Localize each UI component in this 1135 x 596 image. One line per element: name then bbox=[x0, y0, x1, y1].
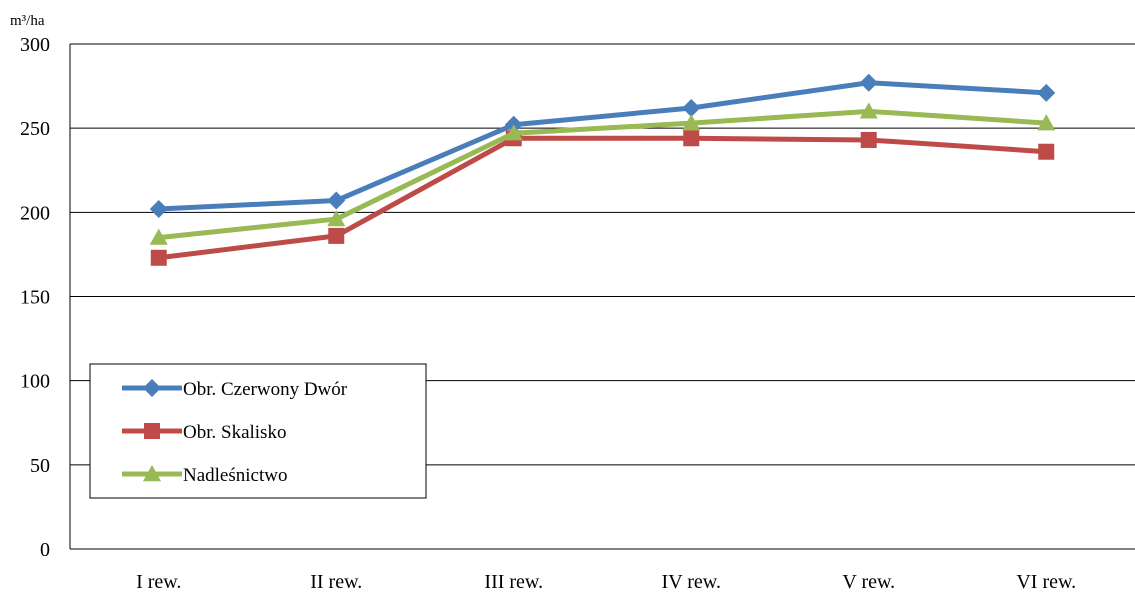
data-point-diamond bbox=[143, 379, 161, 397]
y-unit-label: m³/ha bbox=[10, 13, 45, 29]
series-2 bbox=[149, 102, 1056, 245]
data-point-diamond bbox=[859, 73, 878, 92]
series-line bbox=[158, 108, 1047, 241]
data-point-triangle bbox=[504, 124, 523, 141]
legend-item: Obr. Czerwony Dwór bbox=[122, 379, 348, 400]
y-tick-label: 250 bbox=[20, 118, 50, 140]
data-point-triangle bbox=[143, 465, 161, 482]
legend-label: Nadleśnictwo bbox=[183, 465, 287, 486]
legend-item: Nadleśnictwo bbox=[122, 465, 287, 486]
series-1 bbox=[150, 130, 1055, 266]
x-tick-label: I rew. bbox=[136, 571, 181, 591]
data-point-triangle bbox=[682, 114, 701, 131]
data-point-square bbox=[150, 249, 167, 266]
y-tick-labels: 0 50 100 150 200 250 300 bbox=[20, 34, 50, 561]
x-tick-label: V rew. bbox=[842, 571, 895, 591]
x-tick-label: III rew. bbox=[484, 571, 543, 591]
x-tick-labels: I rew. II rew. III rew. IV rew. V rew. VI rew… bbox=[136, 571, 1076, 593]
series-line bbox=[158, 80, 1047, 212]
y-tick-label: 100 bbox=[20, 371, 50, 393]
data-point-triangle bbox=[1037, 114, 1056, 131]
series-lines bbox=[149, 73, 1056, 266]
data-point-triangle bbox=[149, 228, 168, 245]
series-line bbox=[158, 135, 1047, 261]
data-point-square bbox=[144, 423, 160, 439]
data-point-diamond bbox=[1037, 83, 1056, 102]
legend: Obr. Czerwony Dwór Obr. Skalisko Nadleśnic… bbox=[89, 363, 427, 499]
axes bbox=[69, 44, 1135, 550]
data-point-square bbox=[328, 227, 345, 244]
data-point-diamond bbox=[149, 199, 168, 218]
legend-item: Obr. Skalisko bbox=[122, 422, 286, 443]
data-point-square bbox=[860, 131, 877, 148]
y-tick-label: 150 bbox=[20, 287, 50, 309]
data-point-triangle bbox=[327, 210, 346, 227]
data-point-triangle bbox=[859, 102, 878, 119]
legend-label: Obr. Czerwony Dwór bbox=[183, 379, 348, 400]
y-tick-label: 0 bbox=[40, 539, 50, 561]
x-tick-label: II rew. bbox=[310, 571, 362, 591]
y-tick-label: 50 bbox=[30, 455, 50, 477]
data-point-diamond bbox=[682, 98, 701, 117]
series-0 bbox=[149, 73, 1056, 218]
legend-label: Obr. Skalisko bbox=[183, 422, 286, 443]
x-tick-label: VI rew. bbox=[1016, 571, 1076, 591]
data-point-square bbox=[1038, 143, 1055, 160]
y-tick-label: 200 bbox=[20, 202, 50, 224]
y-tick-label: 300 bbox=[20, 34, 50, 56]
data-point-diamond bbox=[327, 191, 346, 210]
x-tick-label: IV rew. bbox=[662, 571, 721, 591]
data-point-square bbox=[683, 130, 700, 147]
